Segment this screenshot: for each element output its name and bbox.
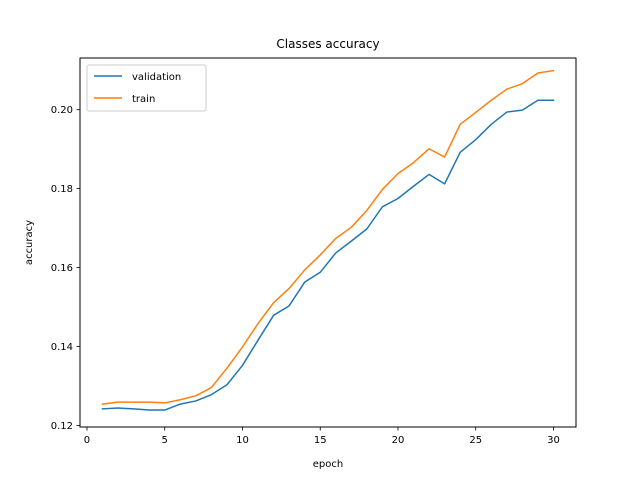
- legend: validation train: [86, 64, 207, 112]
- x-axis-label: epoch: [313, 459, 343, 470]
- x-tick-label: 5: [162, 435, 168, 446]
- x-tick-label: 10: [236, 435, 249, 446]
- legend-label-validation: validation: [132, 72, 181, 83]
- x-tick-label: 0: [84, 435, 90, 446]
- y-tick-label: 0.20: [51, 105, 73, 116]
- y-tick-label: 0.12: [51, 421, 73, 432]
- series-line-validation: [101, 99, 555, 411]
- x-tick-label: 20: [392, 435, 405, 446]
- y-tick-label: 0.14: [51, 342, 73, 353]
- y-axis-ticks: 0.12 0.14 0.16 0.18 0.20: [51, 105, 80, 432]
- y-tick-label: 0.18: [51, 184, 73, 195]
- y-axis-label: accuracy: [24, 220, 35, 265]
- x-tick-label: 15: [314, 435, 327, 446]
- series-line-train: [101, 69, 555, 405]
- plot-frame: [79, 57, 577, 428]
- y-tick-label: 0.16: [51, 263, 73, 274]
- legend-label-train: train: [132, 94, 155, 105]
- chart-title: Classes accuracy: [276, 37, 379, 51]
- x-tick-label: 30: [547, 435, 560, 446]
- plot-series: [101, 69, 555, 411]
- x-tick-label: 25: [469, 435, 482, 446]
- x-axis-ticks: 0 5 10 15 20 25 30: [84, 427, 560, 446]
